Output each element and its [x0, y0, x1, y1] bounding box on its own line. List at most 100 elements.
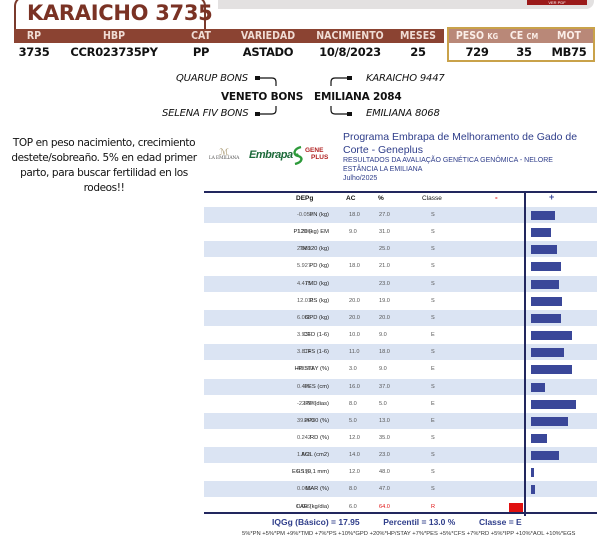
pct-value: 21.0: [379, 263, 390, 270]
trait-name: GPD (kg): [304, 314, 329, 321]
value-variedad: ASTADO: [242, 45, 294, 59]
header-label-cat: CAT: [191, 30, 211, 42]
dep-bar-positive: [531, 228, 551, 238]
dep-bar-positive: [531, 416, 568, 426]
measure-label-peso: PESO KG: [455, 30, 499, 42]
header-label-meses: MESES: [400, 30, 436, 42]
table-row: PES (cm) 0.487 16.0 37.0 S: [204, 378, 597, 395]
geneplus-logo: GENE PLUS: [305, 147, 329, 161]
pedigree-sire-dam: SELENA FIV BONS: [162, 108, 249, 119]
pct-value: 37.0: [379, 383, 390, 390]
table-row: MAR (%) 0.065 8.0 47.0 S: [204, 481, 597, 498]
pct-value: 19.0: [379, 297, 390, 304]
dep-bar-positive: [531, 279, 559, 289]
pct-value: 13.0: [379, 417, 390, 424]
pedigree-dam-sire: KARAICHO 9447: [366, 73, 445, 84]
dep-bar-positive: [531, 262, 561, 272]
percentil-value: Percentil = 13.0 %: [383, 517, 456, 527]
classe-value: S: [431, 314, 435, 321]
top-banner: [218, 0, 594, 9]
trait-name: PES (cm): [304, 383, 329, 390]
classe-value: E: [431, 417, 435, 424]
depg-value: 6.085: [297, 314, 311, 321]
dep-bar-positive: [531, 211, 555, 220]
trait-name: IPP (dias): [303, 400, 329, 407]
classe-value: R: [431, 503, 436, 510]
classe-value: S: [431, 246, 435, 253]
trait-name: CFS (1-6): [303, 349, 329, 356]
ac-value: 16.0: [349, 383, 360, 390]
trait-name: TMD (kg): [304, 280, 329, 287]
ac-value: 8.0: [349, 400, 357, 407]
classe-value: S: [431, 434, 435, 441]
ac-value: 18.0: [349, 212, 360, 218]
dep-bar-positive: [531, 433, 547, 443]
trait-name: P120 (kg) EM: [293, 229, 329, 236]
ac-value: 6.0: [349, 503, 357, 510]
pedigree-dam-dam: EMILIANA 8068: [366, 108, 440, 119]
top-banner-tag[interactable]: VER PDF: [527, 0, 587, 5]
depg-value: 3.874: [297, 349, 311, 356]
ac-value: 12.0: [349, 434, 360, 441]
pct-value: 9.0: [379, 366, 387, 373]
table-bottom-rule: [204, 512, 597, 514]
depg-value: 5.927: [297, 263, 311, 270]
table-row: P120 (kg) EM 1.306 9.0 31.0 S: [204, 224, 597, 240]
dep-bar-positive: [531, 365, 572, 375]
depg-value: 48.301: [297, 366, 315, 373]
dep-bar-positive: [531, 348, 564, 358]
index-formula: 5%*PN +5%*PM +9%*TMD +7%*PS +10%*GPD +20…: [242, 531, 576, 537]
trait-name: HP/STAY (%): [294, 366, 329, 373]
value-hbp: CCR023735PY: [70, 45, 158, 59]
embrapa-logo: Embrapa: [249, 149, 293, 161]
pct-value: 23.0: [379, 280, 390, 287]
pct-value: 64.0: [379, 503, 390, 510]
program-title: Programa Embrapa de Melhoramento de Gado…: [343, 131, 578, 156]
depg-value: 12.011: [297, 297, 314, 304]
value-ce: 35: [516, 45, 532, 59]
ac-value: 12.0: [349, 469, 360, 476]
dep-bar-negative: [509, 502, 523, 512]
table-row: CFD (1-6) 3.931 10.0 9.0 E: [204, 327, 597, 343]
table-row: EGS (0,1 mm) 0.192 12.0 48.0 S: [204, 464, 597, 480]
classe-value: S: [431, 349, 435, 356]
classe-value: E: [431, 366, 435, 373]
ac-value: 14.0: [349, 452, 360, 459]
trait-name: MAR (%): [305, 486, 329, 493]
pct-value: 35.0: [379, 434, 390, 441]
value-cat: PP: [192, 45, 210, 59]
value-mot: MB75: [551, 45, 587, 59]
depg-value: -22.656: [297, 400, 316, 407]
depg-value: 1.563: [297, 452, 311, 459]
depg-value: 0.242: [297, 434, 311, 441]
classe-value: E: [431, 332, 435, 339]
classe-value: S: [431, 263, 435, 270]
dep-bar-positive: [531, 399, 576, 409]
column-header-pct: %: [378, 195, 384, 202]
table-row: HP/STAY (%) 48.301 3.0 9.0 E: [204, 361, 597, 377]
table-row: GPD (kg) 6.085 20.0 20.0 S: [204, 309, 597, 326]
depg-value: 39.306: [297, 417, 315, 424]
depg-value: 2.869: [297, 246, 311, 253]
depg-value: -0.055: [297, 212, 313, 218]
table-row: PS (kg) 12.011 20.0 19.0 S: [204, 293, 597, 309]
iqg-value: IQGg (Básico) = 17.95: [272, 517, 360, 527]
dep-bar-positive: [531, 451, 559, 461]
table-row: PD (kg) 5.927 18.0 21.0 S: [204, 258, 597, 274]
ac-value: 11.0: [349, 349, 360, 356]
value-meses: 25: [410, 45, 426, 59]
index-summary: IQGg (Básico) = 17.95 Percentil = 13.0 %…: [272, 517, 522, 527]
header-bar: RP HBP CAT VARIEDAD NACIMIENTO MESES: [14, 29, 444, 43]
depg-value: 0.039: [297, 503, 311, 510]
trait-name: EGS (0,1 mm): [291, 469, 329, 476]
animal-title: KARAICHO 3735: [27, 1, 213, 25]
geneplus-dna-icon: [293, 145, 303, 165]
header-label-rp: RP: [26, 30, 42, 42]
classe-value: S: [431, 452, 435, 459]
table-row: CAR (kg/dia) 0.039 6.0 64.0 R: [204, 499, 597, 515]
header-label-nacimiento: NACIMIENTO: [316, 30, 384, 42]
value-rp: 3735: [18, 45, 50, 59]
trait-name: RD (%): [310, 434, 329, 441]
dep-bar-positive: [531, 485, 535, 495]
ac-value: 3.0: [349, 366, 357, 373]
